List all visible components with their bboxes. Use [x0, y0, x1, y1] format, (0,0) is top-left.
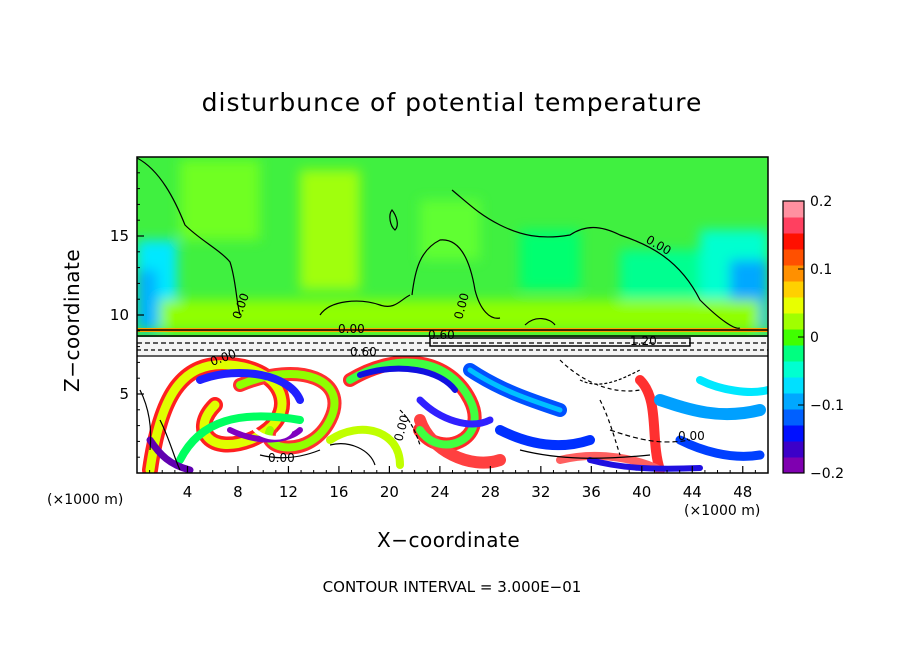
colorbar-tick-label: −0.2 [810, 466, 844, 482]
colorbar-swatch [783, 441, 804, 458]
y-tick-label: 15 [110, 227, 129, 245]
colorbar-tick-label: 0.1 [810, 262, 832, 278]
colorbar-swatch [783, 265, 804, 282]
colorbar [783, 201, 804, 474]
x-tick-label: 32 [531, 483, 550, 501]
y-tick-label: 5 [119, 385, 129, 403]
contour-label: 0.60 [428, 328, 455, 342]
chart-title: disturbunce of potential temperature [201, 88, 703, 117]
x-tick-label: 40 [632, 483, 651, 501]
x-axis: 4 8 12 16 20 24 28 32 36 40 44 48 [149, 466, 756, 501]
colorbar-tick-label: 0.2 [810, 194, 832, 210]
contour-label: 0.00 [391, 413, 411, 442]
contour-label: 0.00 [268, 451, 295, 465]
colorbar-swatch [783, 425, 804, 442]
colorbar-tick-label: 0 [810, 330, 819, 346]
colorbar-swatch [783, 297, 804, 314]
x-axis-label: X−coordinate [377, 528, 521, 552]
upper-layer-variations [137, 160, 768, 330]
contour-interval-note: CONTOUR INTERVAL = 3.000E−01 [322, 578, 582, 596]
colorbar-swatch [783, 249, 804, 266]
y-tick-label: 10 [110, 306, 129, 324]
y-axis: 5 10 15 [110, 172, 144, 458]
colorbar-swatch [783, 377, 804, 394]
x-tick-label: 44 [683, 483, 702, 501]
colorbar-tick-label: −0.1 [810, 398, 844, 414]
colorbar-swatch [783, 233, 804, 250]
colorbar-swatch [783, 201, 804, 218]
contour-label: 0.00 [338, 322, 365, 336]
x-tick-label: 12 [279, 483, 298, 501]
x-tick-label: 24 [430, 483, 449, 501]
x-unit-label-left: (×1000 m) [47, 492, 124, 508]
heatmap-field: 0.00 0.00 0.00 0.60 0.60 1.20 0.00 0.00 … [137, 157, 768, 473]
x-tick-label: 36 [582, 483, 601, 501]
x-tick-label: 28 [481, 483, 500, 501]
x-tick-label: 48 [733, 483, 752, 501]
contour-label: 0.60 [350, 345, 377, 359]
colorbar-swatch [783, 281, 804, 298]
colorbar-swatch [783, 393, 804, 410]
contour-label: 0.00 [451, 291, 471, 320]
contour-lines [137, 157, 768, 471]
x-tick-label: 4 [183, 483, 193, 501]
colorbar-swatch [783, 329, 804, 346]
colorbar-ticks: 0.2 0.1 0 −0.1 −0.2 [798, 194, 844, 482]
colorbar-swatch [783, 457, 804, 474]
x-tick-label: 8 [233, 483, 243, 501]
x-unit-label-right: (×1000 m) [684, 503, 761, 519]
turbulent-bands [142, 355, 768, 473]
colorbar-swatch [783, 313, 804, 330]
contour-label: 1.20 [630, 334, 657, 348]
contour-label: 0.00 [678, 429, 705, 443]
colorbar-swatch [783, 361, 804, 378]
colorbar-swatch [783, 217, 804, 234]
colorbar-swatch [783, 409, 804, 426]
colorbar-swatch [783, 345, 804, 362]
x-tick-label: 20 [380, 483, 399, 501]
x-tick-label: 16 [329, 483, 348, 501]
